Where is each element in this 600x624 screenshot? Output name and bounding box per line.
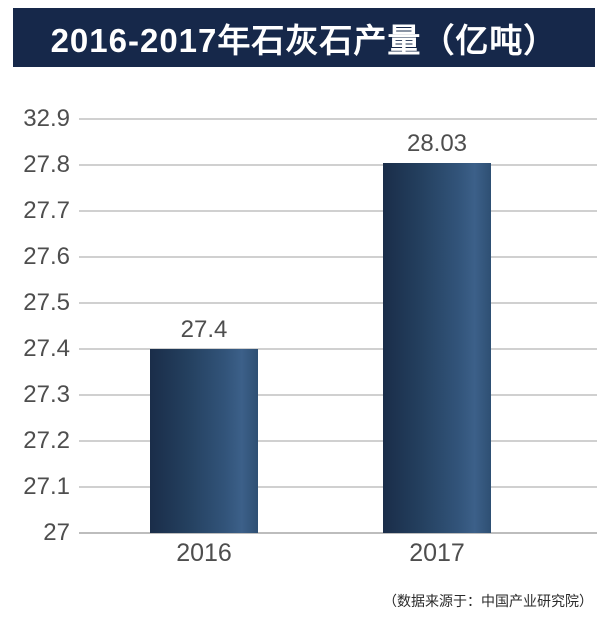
y-tick-label: 32.9 bbox=[23, 105, 70, 132]
bar-2016 bbox=[150, 349, 258, 533]
source-note: （数据来源于：中国产业研究院） bbox=[383, 593, 593, 609]
x-axis-label: 2016 bbox=[176, 539, 232, 567]
bar-value-label: 27.4 bbox=[180, 316, 228, 343]
y-tick-label: 27.2 bbox=[23, 427, 70, 454]
title-banner: 2016-2017年石灰石产量（亿吨） bbox=[13, 8, 595, 67]
chart-title: 2016-2017年石灰石产量（亿吨） bbox=[50, 21, 558, 59]
gridline bbox=[79, 440, 597, 442]
y-tick-label: 27.4 bbox=[23, 335, 70, 362]
gridline bbox=[79, 302, 597, 304]
y-tick-label: 27.3 bbox=[23, 381, 70, 408]
y-tick-label: 27.1 bbox=[23, 473, 70, 500]
bar-value-label: 28.03 bbox=[406, 130, 468, 157]
y-tick-label: 27.6 bbox=[23, 243, 70, 270]
bar-2017 bbox=[383, 163, 491, 533]
y-tick-label: 27 bbox=[43, 519, 70, 546]
y-tick-label: 27.8 bbox=[23, 151, 70, 178]
y-tick-label: 27.7 bbox=[23, 197, 70, 224]
gridline bbox=[79, 210, 597, 212]
x-axis-label: 2017 bbox=[409, 539, 465, 567]
gridline bbox=[79, 394, 597, 396]
x-axis-line bbox=[79, 532, 597, 534]
gridline bbox=[79, 256, 597, 258]
gridline bbox=[79, 164, 597, 166]
gridline bbox=[79, 348, 597, 350]
gridline bbox=[79, 118, 597, 120]
y-tick-label: 27.5 bbox=[23, 289, 70, 316]
gridline bbox=[79, 486, 597, 488]
